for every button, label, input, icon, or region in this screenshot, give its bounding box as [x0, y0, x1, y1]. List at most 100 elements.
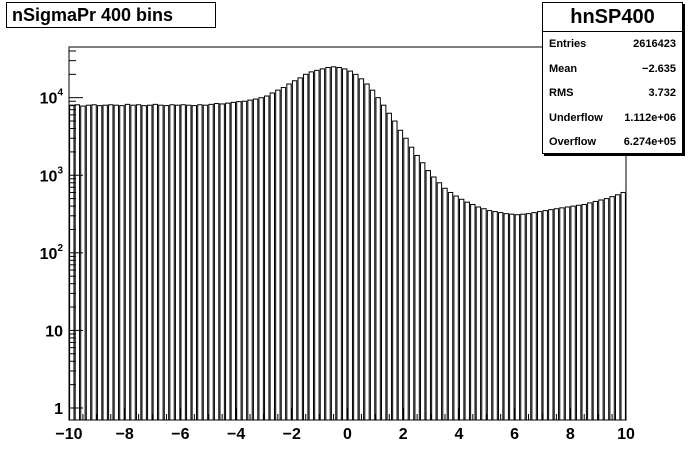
x-tick-label: −2	[283, 426, 301, 443]
histogram-bar	[620, 191, 626, 421]
histogram-bar	[492, 211, 498, 421]
histogram-bar	[581, 203, 587, 421]
histogram-bar	[403, 137, 409, 421]
histogram-bar	[286, 83, 292, 421]
histogram-bar	[202, 104, 209, 421]
histogram-bar	[325, 66, 331, 421]
histogram-bar	[442, 187, 448, 421]
histogram-bar	[436, 182, 443, 421]
histogram-bar	[520, 213, 526, 421]
stats-histogram-name: hnSP400	[543, 3, 682, 32]
histogram-bar	[152, 103, 159, 421]
histogram-bar	[113, 104, 120, 421]
histogram-bar	[347, 70, 353, 421]
histogram-bar	[169, 104, 175, 421]
histogram-bar	[548, 209, 554, 421]
histogram-bar	[180, 104, 186, 421]
histogram-bar	[124, 103, 131, 421]
histogram-bar	[459, 198, 465, 421]
y-tick-label: 102	[40, 243, 64, 263]
histogram-bar	[559, 207, 565, 421]
histogram-bar	[497, 212, 504, 421]
histogram-bar	[447, 191, 454, 421]
histogram-bar	[297, 77, 303, 421]
histogram-bar	[509, 213, 515, 421]
histogram-bar	[375, 97, 381, 421]
histogram-bar	[174, 104, 181, 421]
histogram-bar	[275, 89, 281, 421]
histogram-bar	[414, 154, 420, 421]
histogram-bar	[386, 112, 392, 421]
histogram-bar	[431, 176, 437, 421]
x-tick-label: −6	[171, 426, 189, 443]
histogram-bar	[592, 200, 599, 421]
histogram-bar	[102, 104, 108, 421]
stats-label: Mean	[549, 62, 578, 75]
stats-label: Overflow	[549, 136, 597, 149]
histogram-bars	[69, 66, 626, 421]
stats-row-mean: Mean −2.635	[543, 57, 682, 82]
histogram-bar	[330, 66, 337, 421]
histogram-bar	[553, 208, 560, 421]
histogram-bar	[481, 208, 487, 421]
stats-value: 1.112e+06	[624, 111, 676, 124]
histogram-bar	[503, 213, 509, 421]
histogram-bar	[213, 103, 220, 421]
stats-row-rms: RMS 3.732	[543, 81, 682, 106]
histogram-bar	[230, 101, 237, 421]
histogram-bar	[358, 78, 365, 421]
histogram-bar	[464, 201, 470, 421]
histogram-bar	[264, 95, 270, 421]
histogram-bar	[614, 194, 621, 421]
stats-value: 6.274e+05	[623, 136, 676, 149]
histogram-bar	[603, 198, 610, 421]
x-tick-label: −8	[116, 426, 134, 443]
histogram-bar	[609, 196, 615, 421]
histogram-bar	[96, 105, 103, 421]
y-tick-label: 103	[40, 165, 64, 185]
stats-box: hnSP400 Entries 2616423 Mean −2.635 RMS …	[542, 2, 683, 154]
histogram-bar	[453, 195, 459, 421]
histogram-bar	[141, 105, 147, 421]
histogram-bar	[91, 104, 97, 421]
histogram-bar	[130, 104, 136, 421]
histogram-bar	[80, 105, 86, 421]
histogram-bar	[258, 97, 264, 421]
stats-row-underflow: Underflow 1.112e+06	[543, 106, 682, 131]
x-tick-label: 10	[617, 426, 635, 443]
chart-title: nSigmaPr 400 bins	[6, 2, 216, 28]
histogram-bar	[381, 104, 387, 421]
histogram-bar	[364, 83, 370, 421]
histogram-bar	[163, 105, 170, 421]
histogram-bar	[280, 87, 287, 421]
x-tick-label: 6	[510, 426, 519, 443]
histogram-bar	[85, 104, 92, 421]
histogram-bar	[575, 204, 582, 421]
histogram-bar	[308, 71, 314, 421]
histogram-bar	[564, 206, 571, 421]
histogram-bar	[570, 205, 576, 421]
histogram-bar	[392, 120, 398, 421]
histogram-bar	[336, 66, 342, 421]
x-tick-label: −10	[55, 426, 82, 443]
histogram-bar	[191, 105, 198, 421]
x-axis: −10 −8 −6 −4 −2 0 2 4 6 8 10	[55, 408, 635, 443]
histogram-bar	[252, 98, 259, 421]
histogram-bar	[470, 203, 476, 421]
histogram-bar	[69, 105, 75, 421]
stats-value: −2.635	[642, 62, 676, 75]
y-tick-label: 1	[54, 401, 63, 418]
histogram-bar	[353, 73, 359, 421]
histogram-bar	[108, 104, 114, 421]
x-tick-label: 8	[566, 426, 575, 443]
x-tick-label: 4	[454, 426, 463, 443]
histogram-bar	[135, 104, 142, 421]
y-tick-label: 10	[45, 323, 63, 340]
x-tick-label: 2	[399, 426, 408, 443]
histogram-bar	[236, 101, 242, 421]
histogram-bar	[303, 73, 309, 421]
histogram-bar	[542, 210, 548, 421]
histogram-bar	[598, 199, 604, 421]
histogram-bar	[314, 69, 320, 421]
